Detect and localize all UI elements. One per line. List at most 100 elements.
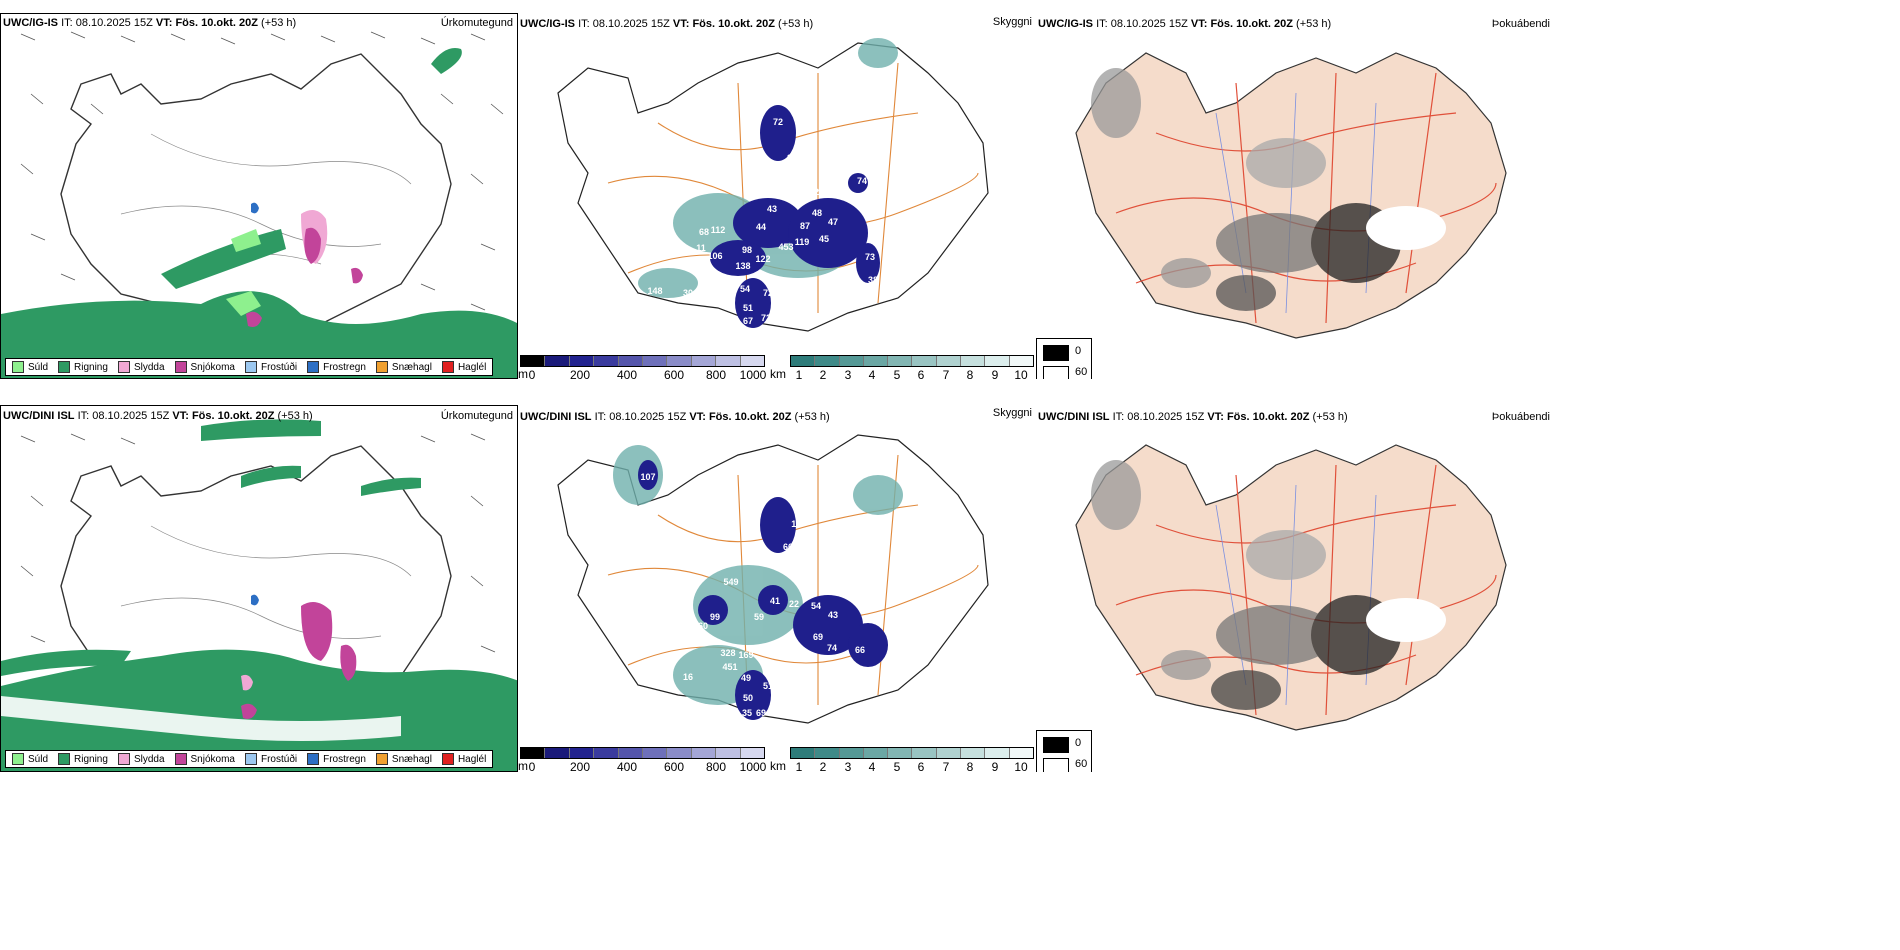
colorbar-tick: 600 xyxy=(663,760,685,772)
cloud-label: 87 xyxy=(806,580,816,590)
cloud-label: 62 xyxy=(792,197,802,207)
cloud-label: 66 xyxy=(783,542,793,552)
precip-map-igis xyxy=(1,31,517,378)
colorbar-tick: 200 xyxy=(569,368,591,379)
cloud-label: 69 xyxy=(813,632,823,642)
legend-label: 60 xyxy=(1075,366,1088,378)
legend-item-haglel: Haglél xyxy=(441,361,487,373)
it-value: 08.10.2025 15Z xyxy=(592,18,670,30)
colorbar-step xyxy=(888,356,913,366)
legend-label: Haglél xyxy=(457,361,487,373)
colorbar-step xyxy=(667,356,692,366)
cloud-label: 22 xyxy=(789,599,799,609)
legend-item-sudl: Súld xyxy=(12,753,48,765)
colorbar-step xyxy=(863,748,889,758)
cloud-label: 72 xyxy=(773,117,783,127)
cloud-label: 72 xyxy=(761,313,771,323)
cloud-label: 11 xyxy=(791,519,801,529)
legend-swatch xyxy=(174,753,187,765)
colorbar-tick: 3 xyxy=(844,368,852,379)
legend-swatch xyxy=(307,753,320,765)
cloud-label: 67 xyxy=(743,316,753,326)
precip-panel-label: Úrkomutegund xyxy=(440,410,513,422)
legend-label: 60 xyxy=(1075,758,1088,770)
legend-item-snjokoma: Snjókoma xyxy=(174,753,235,765)
fog-map-igis xyxy=(1075,52,1507,339)
colorbar-step xyxy=(912,748,937,758)
cloud-label: 32 xyxy=(809,187,819,197)
colorbar-ticks: 0 200 400 600 800 1000 xyxy=(520,759,767,772)
legend-label: Haglél xyxy=(457,753,487,765)
colorbar-step xyxy=(569,748,595,758)
fog-legend-igis: 0 60 xyxy=(1036,338,1092,379)
colorbar-step xyxy=(912,356,937,366)
colorbar-tick: 400 xyxy=(616,760,638,772)
colorbar-ticks: 1 2 3 4 5 6 7 8 9 10 xyxy=(772,759,1034,772)
colorbar-step xyxy=(594,356,619,366)
cloud-label: 339 xyxy=(757,643,772,653)
legend-label: Snjókoma xyxy=(190,361,235,373)
cloud-label: 44 xyxy=(756,222,766,232)
legend-swatch xyxy=(307,361,320,373)
legend-item-rigning: Rigning xyxy=(58,361,108,373)
colorbar-tick: 1000 xyxy=(739,368,767,379)
legend-swatch xyxy=(441,361,454,373)
colorbar-swatches xyxy=(790,355,1034,367)
vt-value: Fös. 10.okt. 20Z xyxy=(175,17,258,29)
legend-swatch xyxy=(1043,345,1069,361)
legend-item-rigning: Rigning xyxy=(58,753,108,765)
cloud-label: 68 xyxy=(699,227,709,237)
colorbar-ticks: 1 2 3 4 5 6 7 8 9 10 xyxy=(772,367,1034,379)
colorbar-tick: 800 xyxy=(705,760,727,772)
it-value: 08.10.2025 15Z xyxy=(609,411,687,423)
fog-panel-label: Þokuábendi xyxy=(1491,18,1550,30)
precip-type-panel-dini: UWC/DINI ISL IT: 08.10.2025 15Z VT: Fös.… xyxy=(0,405,518,772)
legend-label: 0 xyxy=(1075,737,1082,749)
colorbar-swatches xyxy=(790,747,1034,759)
colorbar-step xyxy=(545,748,570,758)
cloud-label: 148 xyxy=(647,286,662,296)
legend-swatch xyxy=(58,361,71,373)
cloud-label: 96 xyxy=(691,266,701,276)
it-value: 08.10.2025 15Z xyxy=(92,410,170,422)
fog-panel-igis: UWC/IG-IS IT: 08.10.2025 15Z VT: Fös. 10… xyxy=(1036,13,1554,379)
colorbar-step xyxy=(618,356,644,366)
cloud-title-igis: UWC/IG-IS IT: 08.10.2025 15Z VT: Fös. 10… xyxy=(520,18,813,30)
colorbar-tick: 4 xyxy=(868,760,876,772)
iceland-outline xyxy=(557,42,989,332)
legend-swatch xyxy=(174,361,187,373)
legend-label: Snjókoma xyxy=(190,753,235,765)
legend-label: Slydda xyxy=(133,753,165,765)
legend-item-frostregn: Frostregn xyxy=(307,361,366,373)
colorbar-tick: 200 xyxy=(569,760,591,772)
it-label: IT: xyxy=(61,17,73,29)
legend-swatch xyxy=(117,361,130,373)
colorbar-step xyxy=(716,748,741,758)
colorbar-step xyxy=(691,748,717,758)
colorbar-tick: 1 xyxy=(795,368,803,379)
it-label: IT: xyxy=(77,410,90,422)
colorbar-step xyxy=(643,356,668,366)
cloud-label: 87 xyxy=(800,221,810,231)
cloud-label: 107 xyxy=(640,472,655,482)
colorbar-step xyxy=(888,748,913,758)
colorbar-step xyxy=(815,356,840,366)
cloud-label: 169 xyxy=(738,650,753,660)
colorbar-tick: 1 xyxy=(795,760,803,772)
vt-label: VT: xyxy=(155,17,173,29)
lead-time: (+53 h) xyxy=(261,17,297,29)
colorbar-tick: 5 xyxy=(893,760,901,772)
cloud-visibility-panel-dini: 107 66 11 87 549 41 22 54 43 99 59 69 74… xyxy=(518,405,1036,772)
colorbar-step xyxy=(839,356,864,366)
cloud-label: 74 xyxy=(857,176,867,186)
model-name: UWC/IG-IS xyxy=(1038,18,1093,30)
legend-label: Frostregn xyxy=(323,753,366,765)
vt-value: Fös. 10.okt. 20Z xyxy=(191,410,275,422)
precip-legend-igis: Súld Rigning Slydda Snjókoma Frostúði Fr… xyxy=(5,358,494,376)
legend-item-snaehagl: Snæhagl xyxy=(375,753,432,765)
vt-value: Fös. 10.okt. 20Z xyxy=(708,411,792,423)
colorbar-tick: 800 xyxy=(705,368,727,379)
colorbar-tick: 9 xyxy=(991,368,999,379)
cloud-label: 549 xyxy=(723,577,738,587)
lead-time: (+53 h) xyxy=(1296,18,1332,30)
